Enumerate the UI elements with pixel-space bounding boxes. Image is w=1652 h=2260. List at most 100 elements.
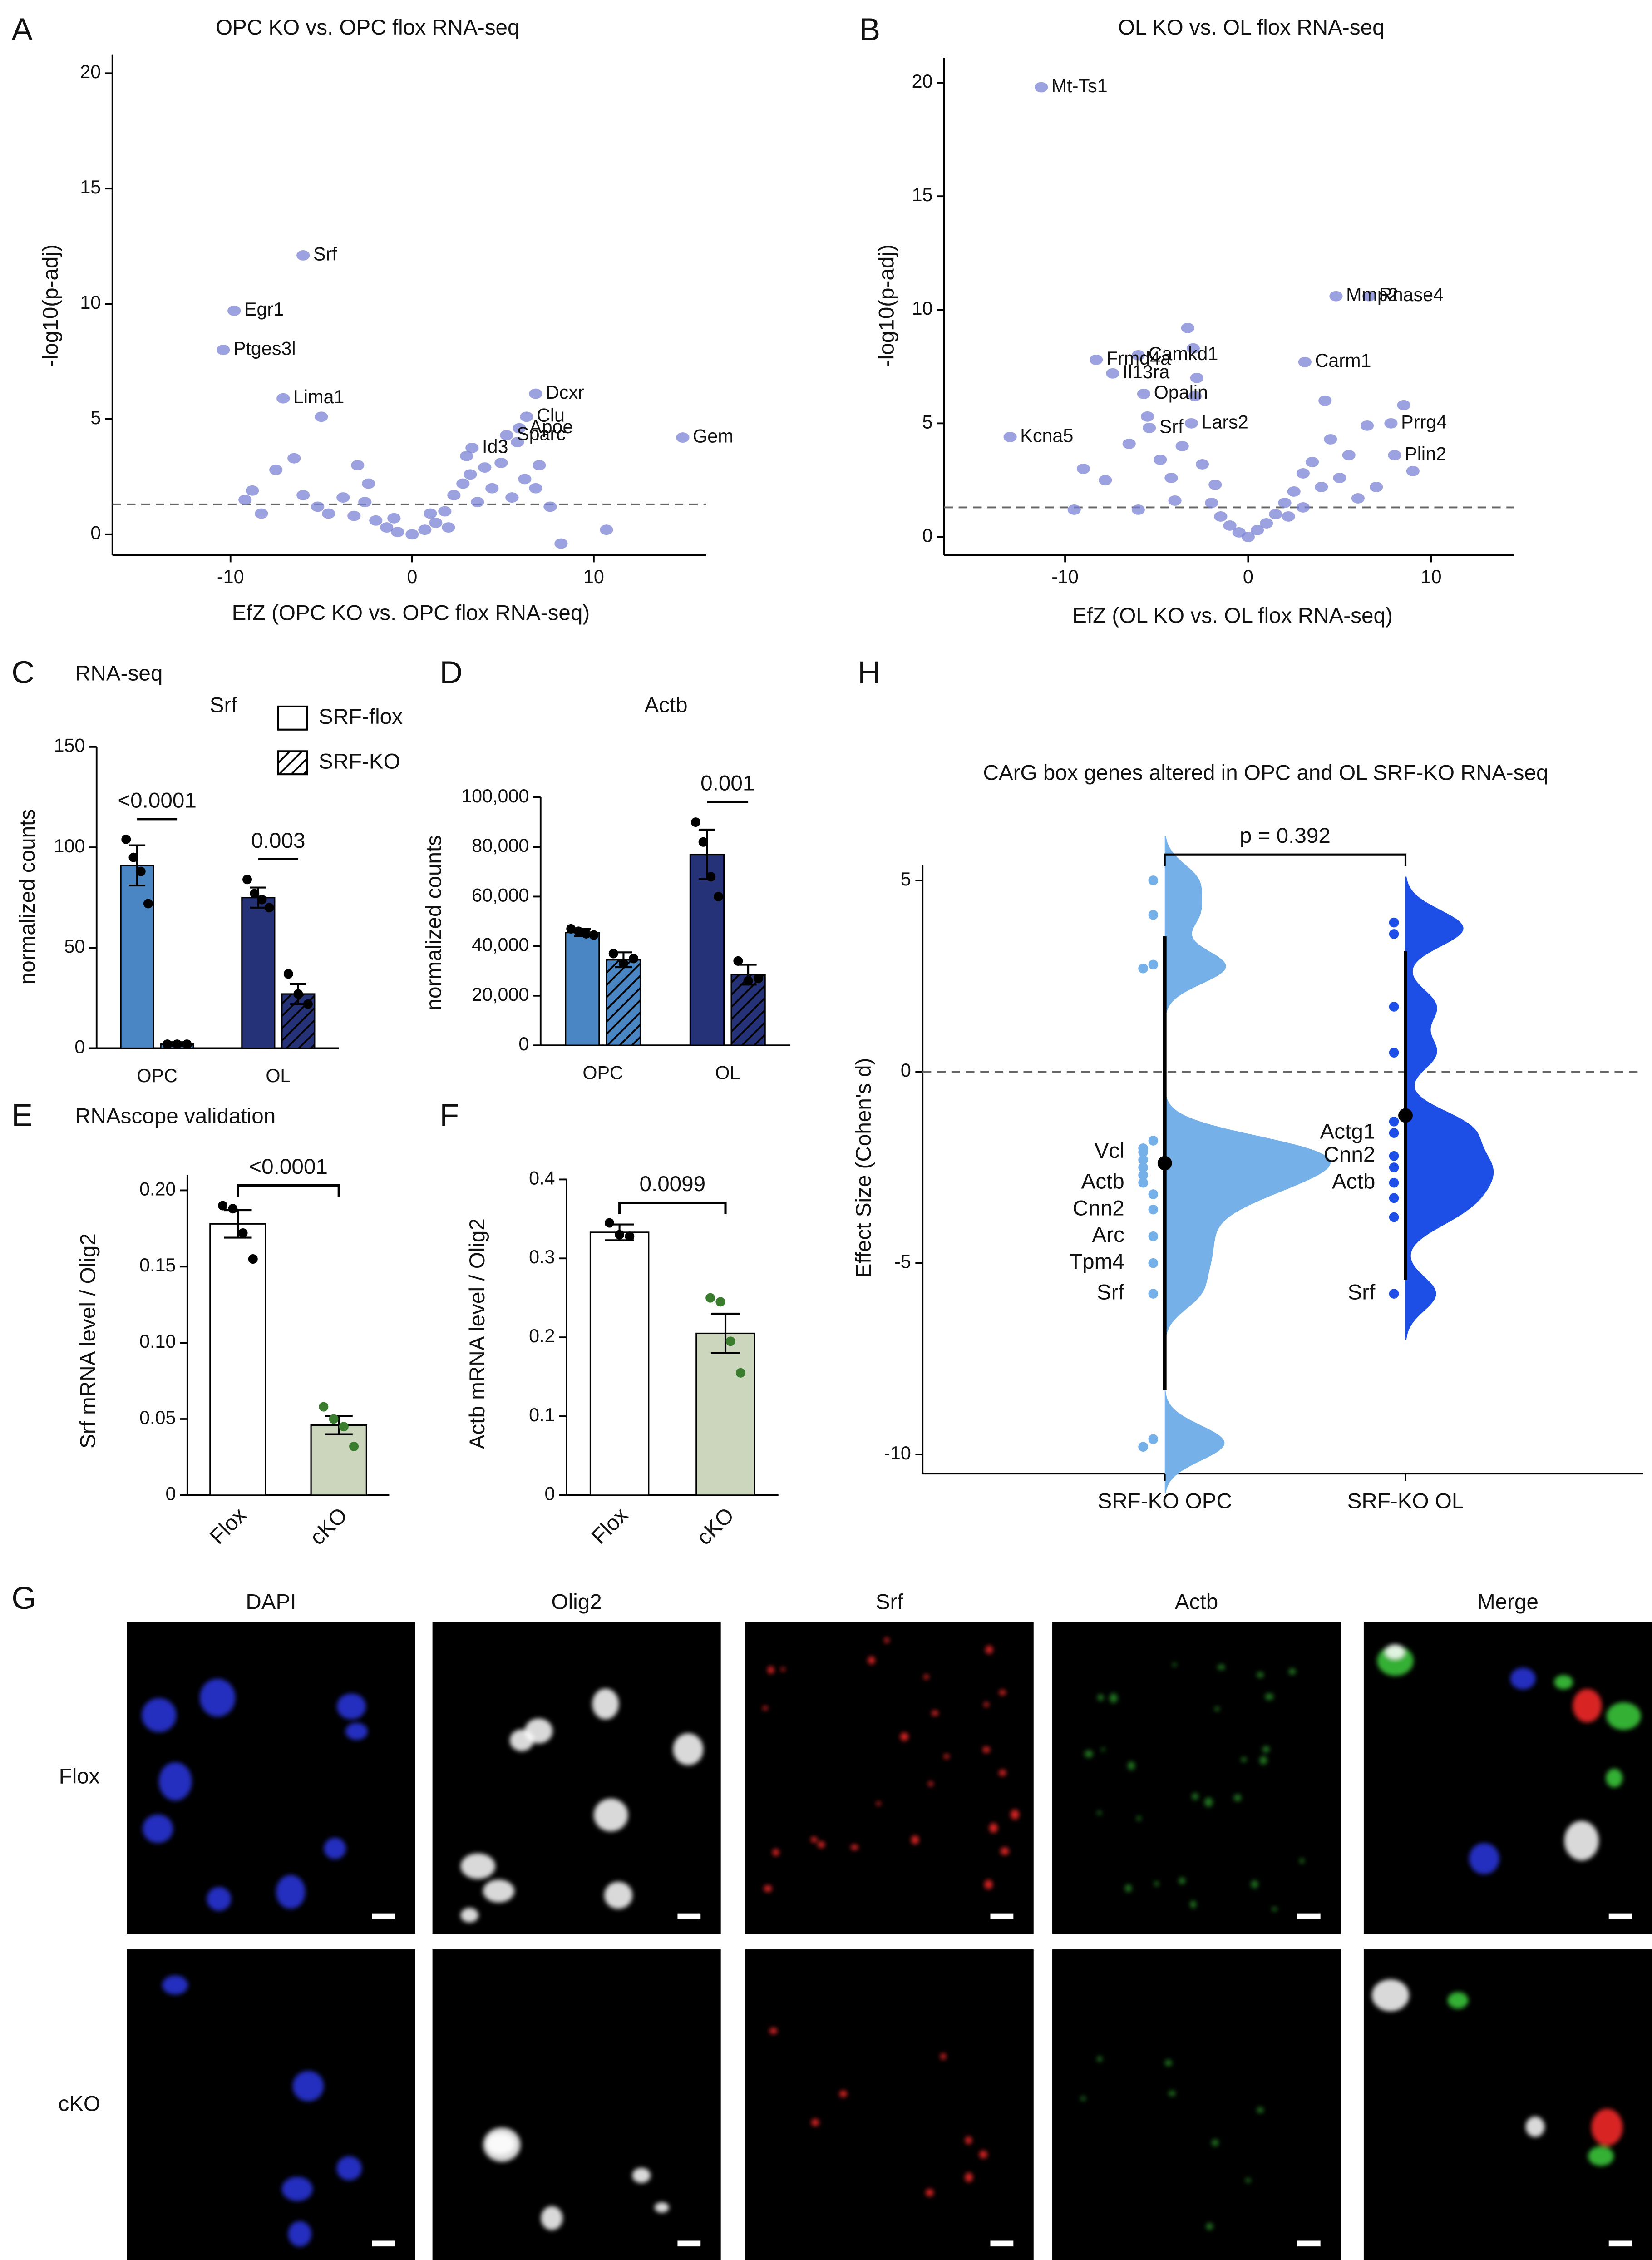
point-label: Frmd4a (1106, 348, 1171, 369)
x-tick-label: SRF-KO OL (1347, 1489, 1464, 1513)
point (1278, 498, 1292, 508)
point (1333, 472, 1346, 483)
signal-blob (1080, 2096, 1086, 2101)
point-label: Cnn2 (1323, 1142, 1375, 1167)
x-tick-label: 10 (1421, 566, 1442, 587)
micrograph (127, 1949, 415, 2260)
y-tick-label: -10 (884, 1443, 911, 1464)
data-point (319, 1402, 329, 1412)
point (600, 524, 613, 535)
signal-blob (1096, 1811, 1102, 1815)
signal-blob (158, 1762, 192, 1801)
data-point (1389, 917, 1399, 928)
panel-letter: E (11, 1097, 33, 1132)
scale-bar (1297, 1913, 1321, 1919)
data-point (1148, 959, 1159, 970)
data-point (143, 899, 153, 909)
point (1208, 479, 1222, 490)
point (1122, 438, 1136, 449)
signal-blob (1510, 1667, 1536, 1690)
signal-blob (324, 1838, 346, 1859)
error-bar (710, 1312, 740, 1354)
data-point (1138, 1177, 1148, 1188)
scale-bar (990, 2240, 1014, 2247)
signal-blob (1371, 1979, 1410, 2012)
point-label: Cnn2 (1073, 1196, 1124, 1220)
y-tick-label: 40,000 (472, 935, 529, 955)
data-point (753, 974, 763, 984)
point-label: Plin2 (1405, 443, 1446, 464)
signal-blob (1257, 2107, 1264, 2113)
signal-blob (762, 1706, 768, 1711)
scale-bar (372, 2240, 395, 2247)
signal-blob (276, 1875, 306, 1909)
signal (1377, 1644, 1641, 1874)
signal-blob (142, 1698, 177, 1732)
point (217, 345, 230, 356)
point (1362, 291, 1376, 302)
signal-blob (1214, 1706, 1220, 1711)
signal-blob (673, 1733, 704, 1765)
data-point (1389, 1048, 1399, 1058)
point-label: Srf (1097, 1281, 1125, 1305)
data-point (733, 956, 743, 966)
point (554, 538, 568, 549)
signal-blob (593, 1798, 628, 1832)
data-point (121, 834, 131, 844)
data-point (1389, 929, 1399, 939)
point (1324, 434, 1337, 445)
data-point (1389, 1117, 1399, 1127)
comparison-label: 0.003 (251, 829, 305, 853)
point (287, 453, 301, 464)
point (471, 497, 484, 508)
signal-blob (818, 1841, 825, 1848)
point (511, 437, 524, 448)
signal-blob (1217, 1664, 1225, 1670)
legend-swatch (277, 750, 308, 776)
y-tick-label: 0.2 (529, 1325, 555, 1346)
data-point (257, 895, 267, 905)
comparison-bracket (237, 1184, 340, 1197)
signal-blob (281, 2176, 313, 2201)
signal-blob (1573, 1689, 1602, 1723)
chart-subtitle: RNA-seq (75, 662, 163, 686)
y-tick-label: 0.20 (139, 1178, 176, 1199)
point (1298, 356, 1312, 367)
point (456, 478, 470, 489)
data-point (248, 1254, 258, 1264)
micrograph (432, 1949, 721, 2260)
point-label: Kcna5 (1020, 425, 1073, 446)
signal-blob (1206, 2223, 1213, 2230)
comparison-bracket (1164, 853, 1407, 866)
signal-blob (592, 1688, 619, 1720)
data-point (238, 1228, 248, 1238)
data-point (136, 866, 146, 876)
point-label: Gem (693, 425, 733, 446)
y-tick-label: 100 (54, 836, 85, 856)
point (1287, 486, 1301, 497)
point-label: Carm1 (1315, 350, 1371, 371)
comparison-label: 0.0099 (639, 1172, 705, 1196)
signal-blob (810, 1836, 818, 1843)
micrograph (1052, 1949, 1341, 2260)
point (1131, 504, 1145, 515)
point (1241, 532, 1255, 542)
point-label: Dcxr (546, 382, 584, 403)
point (1195, 459, 1209, 470)
data-point (1148, 1189, 1159, 1199)
scale-bar (990, 1913, 1014, 1919)
point (322, 508, 335, 519)
data-point (1148, 910, 1159, 920)
data-point (1389, 1128, 1399, 1138)
point (296, 250, 310, 261)
signal-blob (292, 2071, 324, 2102)
signal-blob (1172, 1663, 1177, 1667)
bar (565, 932, 600, 1046)
scale-bar (677, 1913, 701, 1919)
micrograph (1363, 1622, 1652, 1934)
panel-letter: A (11, 11, 33, 47)
data-point (743, 976, 753, 986)
signal-blob (767, 1666, 774, 1674)
signal-blob (1097, 2056, 1103, 2062)
point (1397, 400, 1410, 410)
